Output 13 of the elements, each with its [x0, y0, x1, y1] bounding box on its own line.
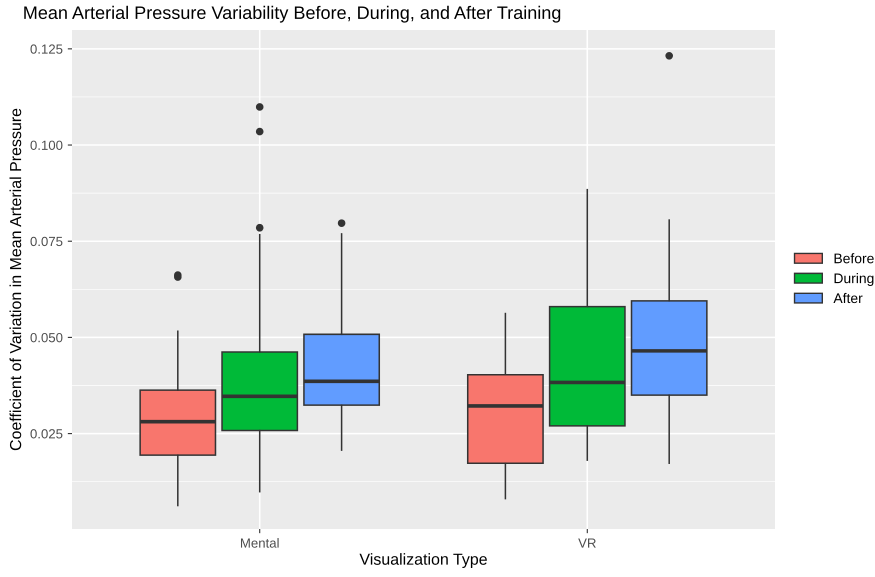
legend-label: After [833, 292, 863, 304]
legend-label: During [834, 273, 874, 286]
y-tick-label: 0.050 [30, 332, 62, 342]
y-axis-title: Coefficient of Variation in Mean Arterial Pressure [10, 108, 22, 450]
y-tick-label: 0.025 [30, 429, 62, 438]
legend-label: Before [834, 253, 874, 264]
y-tick-label: 0.125 [30, 44, 62, 54]
chart-title: Mean Arterial Pressure Variability Before, During, and After Training [24, 6, 560, 23]
x-tick-label: Mental [240, 538, 279, 548]
y-tick-label: 0.075 [30, 236, 62, 246]
x-axis-title: Visualization Type [359, 553, 487, 568]
x-tick-label: VR [578, 538, 596, 548]
y-tick-label: 0.100 [30, 140, 62, 150]
